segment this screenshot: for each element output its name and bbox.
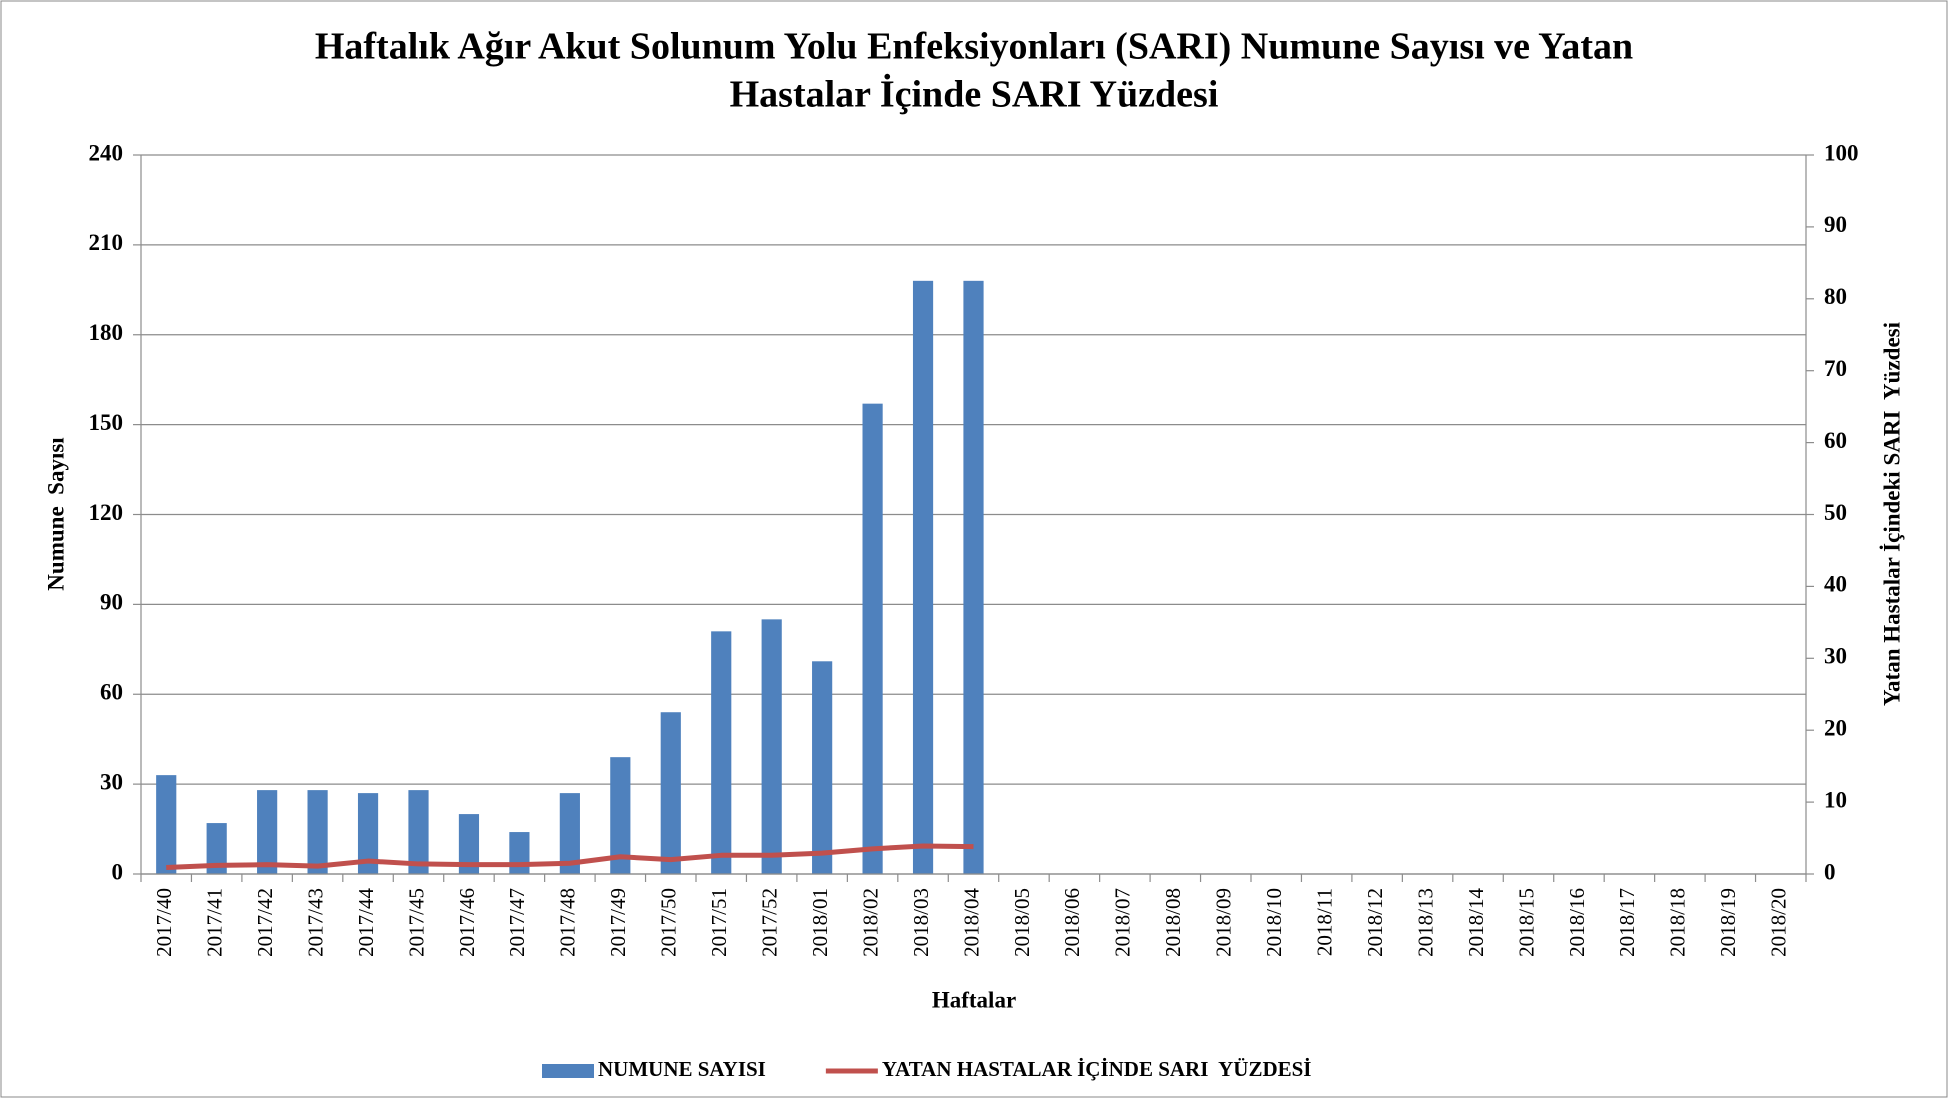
bar	[357, 793, 379, 874]
bar	[257, 790, 278, 874]
x-tick-label: 2018/10	[1262, 888, 1286, 957]
x-tick-label: 2017/44	[354, 888, 378, 957]
x-tick-label: 2018/03	[909, 888, 933, 957]
bar	[408, 790, 429, 874]
x-tick-label: 2018/11	[1312, 888, 1336, 956]
bar	[761, 619, 782, 874]
chart-title: Hastalar İçinde SARI Yüzdesi	[730, 74, 1219, 116]
y2-tick-label: 10	[1824, 787, 1847, 812]
y-tick-label: 90	[100, 590, 123, 615]
x-tick-label: 2017/41	[202, 888, 226, 957]
bar	[963, 280, 984, 874]
x-axis-title: Haftalar	[932, 987, 1016, 1012]
bar	[711, 631, 732, 874]
x-tick-label: 2018/09	[1212, 888, 1236, 957]
x-tick-label: 2017/51	[707, 888, 731, 957]
y-tick-label: 60	[100, 680, 123, 705]
y2-tick-label: 80	[1824, 284, 1847, 309]
x-tick-label: 2018/16	[1565, 888, 1589, 957]
x-tick-label: 2018/19	[1716, 888, 1740, 957]
legend-swatch	[542, 1064, 594, 1078]
x-tick-label: 2018/12	[1363, 888, 1387, 957]
x-tick-label: 2017/45	[404, 888, 428, 957]
y2-tick-label: 50	[1824, 500, 1847, 525]
y-tick-label: 120	[89, 500, 124, 525]
y-tick-label: 180	[89, 320, 124, 345]
y2-tick-label: 40	[1824, 572, 1847, 597]
y-tick-label: 210	[89, 230, 124, 255]
bar	[458, 814, 480, 874]
bar	[206, 823, 227, 874]
x-tick-label: 2018/14	[1464, 888, 1488, 957]
y-tick-label: 0	[112, 859, 124, 884]
y2-tick-label: 0	[1824, 859, 1836, 884]
bar	[509, 832, 530, 874]
x-tick-label: 2017/42	[253, 888, 277, 957]
line	[166, 843, 974, 871]
x-tick-label: 2018/07	[1111, 888, 1135, 957]
x-tick-label: 2018/18	[1666, 888, 1690, 957]
y2-tick-label: 30	[1824, 644, 1847, 669]
x-tick-label: 2017/40	[152, 888, 176, 957]
x-tick-label: 2018/08	[1161, 888, 1185, 957]
bar	[156, 775, 177, 874]
y-tick-label: 150	[89, 410, 124, 435]
x-tick-label: 2018/02	[858, 888, 882, 957]
x-tick-label: 2018/15	[1514, 888, 1538, 957]
y-axis-title: Numune Sayısı	[43, 437, 68, 591]
y2-tick-label: 70	[1824, 356, 1847, 381]
x-tick-label: 2017/49	[606, 888, 630, 957]
bar	[862, 403, 883, 874]
bar	[610, 757, 631, 874]
x-tick-label: 2017/50	[657, 888, 681, 957]
legend-label: NUMUNE SAYISI	[598, 1057, 766, 1081]
x-tick-label: 2018/01	[808, 888, 832, 957]
bar	[660, 712, 681, 874]
chart-title: Haftalık Ağır Akut Solunum Yolu Enfeksiy…	[315, 26, 1633, 68]
x-tick-label: 2017/47	[505, 888, 529, 957]
x-tick-label: 2018/05	[1010, 888, 1034, 957]
x-tick-label: 2018/06	[1060, 888, 1084, 957]
x-tick-label: 2017/43	[303, 888, 327, 957]
y2-tick-label: 90	[1824, 212, 1847, 237]
legend-label: YATAN HASTALAR İÇİNDE SARI YÜZDESİ	[882, 1057, 1312, 1081]
bar	[912, 280, 934, 874]
y2-tick-label: 100	[1824, 140, 1859, 165]
y2-axis-title: Yatan Hastalar İçindeki SARI Yüzdesi	[1879, 321, 1904, 706]
y2-tick-label: 20	[1824, 715, 1847, 740]
x-tick-label: 2018/17	[1615, 888, 1639, 957]
y2-tick-label: 60	[1824, 428, 1847, 453]
x-tick-label: 2017/48	[556, 888, 580, 957]
y-tick-label: 30	[100, 769, 123, 794]
bar	[559, 793, 580, 874]
x-tick-label: 2018/13	[1413, 888, 1437, 957]
y-tick-label: 240	[89, 140, 124, 165]
bar	[812, 661, 833, 874]
bar	[307, 790, 328, 874]
x-tick-label: 2018/04	[959, 888, 983, 957]
x-tick-label: 2017/52	[757, 888, 781, 957]
x-tick-label: 2017/46	[455, 888, 479, 957]
x-tick-label: 2018/20	[1767, 888, 1791, 957]
